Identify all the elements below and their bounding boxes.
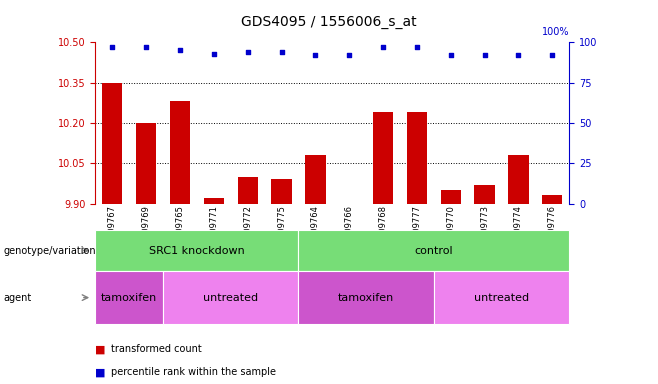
Bar — [271, 179, 291, 204]
Point — [209, 50, 219, 56]
Point — [412, 44, 422, 50]
Bar — [238, 177, 258, 204]
Text: SRC1 knockdown: SRC1 knockdown — [149, 245, 245, 256]
Bar — [441, 190, 461, 204]
Bar — [542, 195, 563, 204]
Text: GDS4095 / 1556006_s_at: GDS4095 / 1556006_s_at — [241, 15, 417, 29]
Point — [513, 52, 524, 58]
Bar — [204, 198, 224, 204]
Point — [445, 52, 456, 58]
Text: 100%: 100% — [542, 27, 569, 37]
Text: ■: ■ — [95, 344, 106, 354]
Bar — [407, 112, 427, 204]
Bar — [474, 185, 495, 204]
Text: transformed count: transformed count — [111, 344, 201, 354]
Point — [175, 47, 186, 53]
Text: genotype/variation: genotype/variation — [3, 245, 96, 256]
Point — [344, 52, 355, 58]
Text: tamoxifen: tamoxifen — [101, 293, 157, 303]
Text: tamoxifen: tamoxifen — [338, 293, 394, 303]
Text: untreated: untreated — [474, 293, 529, 303]
Bar — [305, 155, 326, 204]
Point — [141, 44, 151, 50]
Point — [276, 49, 287, 55]
Point — [310, 52, 320, 58]
Point — [378, 44, 388, 50]
Point — [242, 49, 253, 55]
Bar — [373, 112, 393, 204]
Text: agent: agent — [3, 293, 32, 303]
Point — [107, 44, 118, 50]
Bar — [136, 123, 157, 204]
Bar — [102, 83, 122, 204]
Point — [547, 52, 557, 58]
Point — [479, 52, 490, 58]
Text: ■: ■ — [95, 367, 106, 377]
Text: untreated: untreated — [203, 293, 259, 303]
Text: percentile rank within the sample: percentile rank within the sample — [111, 367, 276, 377]
Text: control: control — [415, 245, 453, 256]
Bar — [170, 101, 190, 204]
Bar — [508, 155, 528, 204]
